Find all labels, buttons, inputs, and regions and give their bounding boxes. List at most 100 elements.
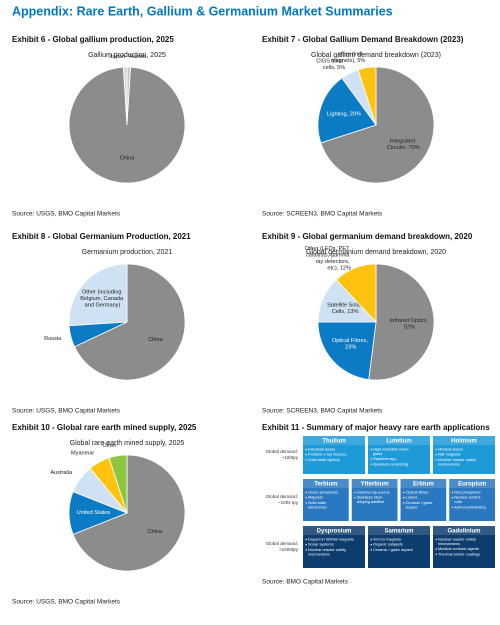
pie-slice xyxy=(68,66,186,184)
element-use: Nuclear reactor safety mechanisms xyxy=(308,547,347,556)
source: Source: BMO Capital Markets xyxy=(262,579,349,586)
slice-label: Japan xyxy=(110,55,125,61)
bullet xyxy=(305,549,307,551)
bullet xyxy=(403,502,405,504)
source: Source: USGS, BMO Capital Markets xyxy=(12,211,121,218)
bullet xyxy=(305,497,307,499)
element-use: Nuclear reactor safety mechanisms xyxy=(438,537,477,546)
element-header xyxy=(433,526,495,535)
bullet xyxy=(305,448,307,451)
element-box xyxy=(368,526,430,568)
demand-label: Global demand: xyxy=(266,449,298,454)
element-use: Red phosphors xyxy=(454,490,480,495)
pie-slice xyxy=(320,66,435,184)
element-use: Lasers xyxy=(406,495,418,500)
element-header xyxy=(433,436,495,445)
element-header xyxy=(303,436,365,445)
pie-slice xyxy=(122,66,128,126)
source: Source: SCREEN3, BMO Capital Markets xyxy=(262,408,383,415)
element-name: Samarium xyxy=(384,529,413,535)
element-name: Lutetium xyxy=(386,439,411,445)
element-box xyxy=(351,479,398,521)
chart-title: Global rare earth mined supply, 2025 xyxy=(70,440,185,447)
pie-slice xyxy=(72,454,186,572)
exhibit-heading: Exhibit 10 - Global rare earth mined sup… xyxy=(12,423,197,432)
pie-slice xyxy=(357,66,377,126)
exhibit-heading: Exhibit 11 - Summary of major heavy rare… xyxy=(262,423,490,432)
pie-slice xyxy=(317,77,377,144)
element-use: Solid state electronics xyxy=(308,500,327,509)
element-use: Ceramic / glass dopant xyxy=(373,547,414,552)
slice-label: Other (including Belgium, Canada and Ger… xyxy=(80,290,124,309)
bullet xyxy=(435,553,437,555)
demand-label: ~100s tpy xyxy=(278,500,299,505)
source: Source: USGS, BMO Capital Markets xyxy=(12,599,121,606)
element-use: Gamma ray source xyxy=(357,490,390,495)
element-name: Gadolinium xyxy=(448,529,481,535)
slice-label: other (incl. magnets), 5% xyxy=(331,52,366,64)
element-use: Solid state lighting xyxy=(308,457,340,462)
element-box xyxy=(433,436,495,474)
pie-slice xyxy=(73,263,186,381)
element-name: Holmium xyxy=(451,439,477,445)
slice-label: Australia xyxy=(50,471,73,477)
element-header xyxy=(400,479,447,488)
bullet xyxy=(305,491,307,494)
element-use: Green phosphors xyxy=(308,490,338,495)
slice-label: Satellite Solar Cells, 13% xyxy=(327,303,363,316)
page-title: Appendix: Rare Earth, Gallium & Germaniu… xyxy=(12,4,393,18)
bullet xyxy=(305,538,307,541)
slice-label: Lighting, 20% xyxy=(327,112,361,118)
element-use: Industrial lasers xyxy=(308,447,335,452)
element-use: Sonar systems xyxy=(308,542,334,547)
bullet xyxy=(451,491,454,494)
element-name: Erbium xyxy=(413,482,434,488)
bullet xyxy=(451,506,454,508)
bullet xyxy=(435,454,437,456)
bullet xyxy=(305,502,307,504)
element-header xyxy=(368,436,430,445)
element-use: Nuclear reactor safety mechanisms xyxy=(438,457,477,466)
bullet xyxy=(370,463,372,465)
element-use: Stainless steel alloying additive xyxy=(357,495,385,504)
slice-label: CIGS solar cells, 5% xyxy=(316,59,345,72)
element-use: NIB magnets xyxy=(438,452,461,457)
element-use: Sm-Co magnets xyxy=(373,537,401,542)
bullet xyxy=(370,458,372,460)
demand-label: Global demand: xyxy=(266,541,298,546)
element-name: Europium xyxy=(458,482,486,488)
bullet xyxy=(370,448,372,451)
element-name: Terbium xyxy=(314,482,337,488)
source: Source: USGS, BMO Capital Markets xyxy=(12,408,121,415)
element-use: Thermal barrier coatings xyxy=(438,551,480,556)
element-use: Anti-counterfeiting xyxy=(454,504,485,509)
bullet xyxy=(435,538,437,541)
demand-label: ~100tpy xyxy=(282,455,299,460)
slice-label: Myanmar xyxy=(71,451,94,457)
element-box xyxy=(368,436,430,474)
bullet xyxy=(370,544,372,546)
bullet xyxy=(370,538,372,541)
chart-title: Global gallium demand breakdown (2023) xyxy=(311,52,441,59)
bullet xyxy=(403,497,405,499)
element-name: Thulium xyxy=(322,439,345,445)
slice-label: Other xyxy=(102,443,116,449)
bullet xyxy=(435,459,437,461)
source: Source: SCREEN3, BMO Capital Markets xyxy=(262,211,383,218)
element-header xyxy=(303,479,349,488)
slice-label: Other (LEDs, PET catalysts, gamma ray de… xyxy=(304,247,351,273)
bullet xyxy=(354,491,356,494)
bullet xyxy=(305,454,307,456)
element-use: Quantum computing xyxy=(373,461,408,466)
demand-label: Global demand: xyxy=(266,494,298,499)
exhibit-heading: Exhibit 8 - Global Germanium Production,… xyxy=(12,232,191,241)
bullet xyxy=(435,548,437,550)
element-use: Ceramic / glass dopant xyxy=(406,500,434,509)
element-use: Nuclear control rods xyxy=(454,495,481,504)
slice-label: China xyxy=(148,529,164,535)
element-name: Ytterbium xyxy=(361,482,389,488)
bullet xyxy=(305,544,307,546)
element-use: Optical fibres xyxy=(406,490,429,495)
element-box xyxy=(303,436,365,474)
